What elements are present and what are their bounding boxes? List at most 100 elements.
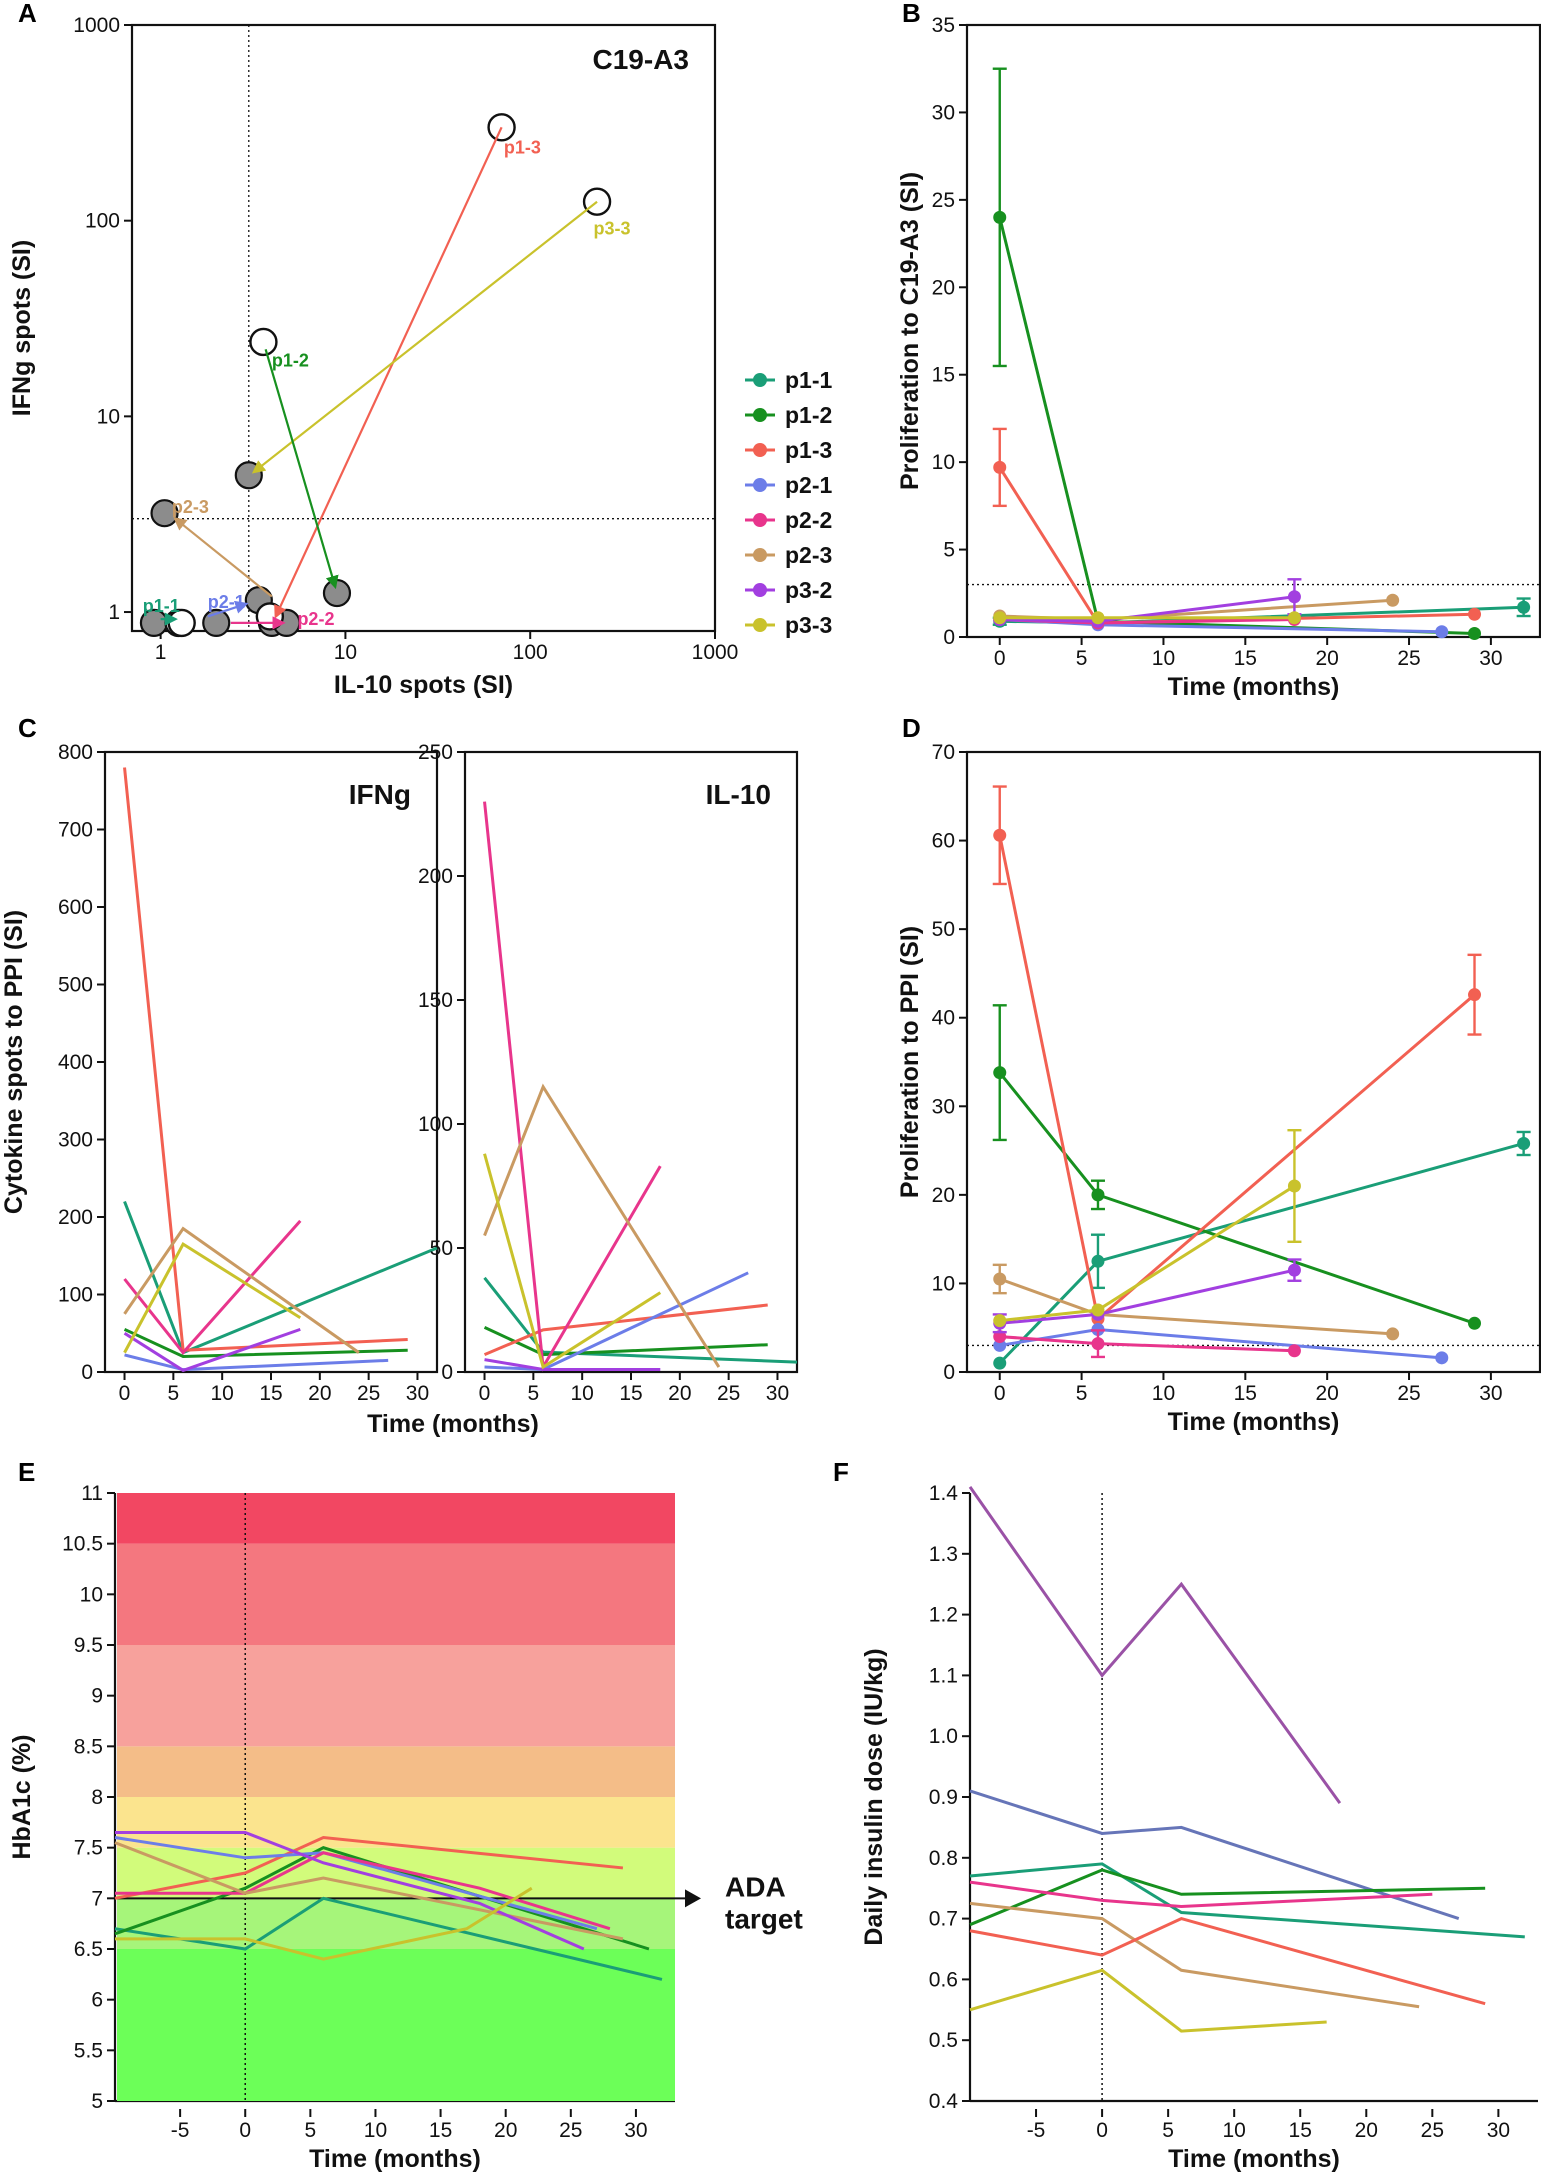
x-tick-label: 30 — [624, 2119, 647, 2142]
series-line-p3-2 — [484, 1358, 661, 1372]
y-tick-label: 0 — [81, 1361, 93, 1384]
y-tick-label: 25 — [932, 189, 955, 212]
panel-label: A — [18, 0, 37, 28]
data-point-p2-3 — [1386, 1327, 1400, 1341]
y-tick-label: 7 — [91, 1887, 103, 1910]
y-tick-label: 20 — [932, 1184, 955, 1207]
y-tick-label: 11 — [81, 1482, 103, 1505]
data-point-p1-3 — [1468, 607, 1482, 621]
data-point-p3-3 — [993, 611, 1007, 625]
y-tick-label: 300 — [58, 1129, 93, 1152]
x-tick-label: 25 — [1421, 2119, 1444, 2142]
x-tick-label: -5 — [171, 2119, 190, 2142]
x-tick-label: -5 — [1027, 2119, 1046, 2142]
data-point-p3-2 — [1287, 590, 1301, 604]
y-tick-label: 50 — [932, 918, 955, 941]
y-tick-label: 20 — [932, 276, 955, 299]
y-tick-label: 250 — [418, 741, 453, 764]
x-tick-label: 0 — [994, 647, 1006, 670]
hba1c-zone — [117, 1949, 675, 2101]
legend-marker — [753, 513, 767, 527]
x-tick-label: 0 — [479, 1382, 491, 1405]
x-tick-label: 15 — [1234, 647, 1257, 670]
data-point-p1-3 — [993, 828, 1007, 842]
arrow-label-p2-2: p2-2 — [297, 609, 334, 629]
x-axis-label: Time (months) — [367, 1410, 539, 1438]
y-tick-label: 100 — [58, 1284, 93, 1307]
y-tick-label: 1.2 — [929, 1604, 958, 1627]
legend-marker — [753, 443, 767, 457]
y-tick-label: 7.5 — [74, 1837, 103, 1860]
plot-frame — [965, 750, 1541, 1374]
series-line-p1-2 — [123, 1328, 408, 1359]
series-line-p1-2 — [998, 216, 1475, 636]
x-tick-label: 0 — [239, 2119, 251, 2142]
chart-title: IL-10 — [706, 779, 771, 810]
data-point-p2-1 — [1435, 1351, 1449, 1365]
y-tick-label: 35 — [932, 14, 955, 37]
y-tick-label: 10 — [932, 1272, 955, 1295]
legend-label: p2-1 — [785, 472, 833, 498]
legend: p1-1 p1-2 p1-3 p2-1 p2-2 p2-3 p3-2 p3-3 — [745, 367, 833, 638]
panel-c-il10: 0 5 10 15 20 25 30 0 50 100 150 200 250 IL-10 — [418, 741, 799, 1405]
y-tick-label: 1.3 — [929, 1543, 958, 1566]
x-tick-label: 25 — [1397, 647, 1420, 670]
y-tick-label: 800 — [58, 741, 93, 764]
data-point-p1-1 — [1517, 600, 1531, 614]
x-tick-label: 0 — [1096, 2119, 1108, 2142]
legend-label: p1-1 — [785, 367, 833, 393]
series-line-p2-3 — [999, 1277, 1393, 1336]
data-point-p1-3 — [993, 460, 1007, 474]
y-tick-label: 200 — [58, 1206, 93, 1229]
y-tick-label: 200 — [418, 865, 453, 888]
data-point-p3-3 — [1287, 1179, 1301, 1193]
series-line-p1-3 — [483, 1303, 768, 1357]
y-tick-label: 9.5 — [74, 1634, 103, 1657]
series-line-p3-2 — [123, 1327, 301, 1373]
y-tick-label: 400 — [58, 1051, 93, 1074]
series-line-s8 — [969, 1968, 1327, 2033]
y-tick-label: 150 — [418, 989, 453, 1012]
panel-label: F — [833, 1457, 849, 1487]
y-tick-label: 30 — [932, 101, 955, 124]
y-tick-label: 60 — [932, 830, 955, 853]
data-point-p1-1 — [1091, 1254, 1105, 1268]
y-axis-label: Proliferation to C19-A3 (SI) — [896, 172, 924, 490]
x-axis-label: Time (months) — [1168, 1408, 1340, 1436]
panel-a: A 1 10 100 1000 1 10 100 1000 IFNg spots (SI) IL-1… — [8, 0, 738, 699]
y-tick-label: 50 — [430, 1237, 453, 1260]
y-axis-label: Proliferation to PPI (SI) — [896, 926, 924, 1198]
x-tick-label: 20 — [494, 2119, 517, 2142]
y-tick-label: 500 — [58, 974, 93, 997]
target-arrowhead — [685, 1889, 701, 1908]
series-line-p1-3 — [123, 767, 408, 1352]
y-axis-label: Cytokine spots to PPI (SI) — [0, 910, 28, 1214]
y-tick-label: 8.5 — [74, 1735, 103, 1758]
data-point-p2-2 — [1091, 1337, 1105, 1351]
y-tick-label: 6 — [91, 1989, 103, 2012]
arrow-p2-1 — [207, 600, 249, 618]
series-line-s7 — [969, 1917, 1486, 2006]
legend-marker — [753, 478, 767, 492]
data-point-p3-3 — [1091, 1303, 1105, 1317]
x-tick-label: 25 — [357, 1382, 380, 1405]
data-point-p3-2 — [1287, 1263, 1301, 1277]
legend-label: p3-2 — [785, 577, 832, 603]
data-point-p1-2 — [1091, 1188, 1105, 1202]
x-tick-label: 1 — [155, 641, 167, 664]
hba1c-zone — [117, 1645, 675, 1747]
series-line-p3-3 — [123, 1242, 302, 1354]
x-tick-label: 30 — [1487, 2119, 1510, 2142]
filled-point — [322, 578, 352, 608]
y-tick-label: 10.5 — [62, 1533, 103, 1556]
y-tick-label: 0.7 — [929, 1908, 958, 1931]
legend-marker — [753, 408, 767, 422]
x-axis-label: Time (months) — [1168, 2145, 1340, 2173]
x-tick-label: 0 — [119, 1382, 131, 1405]
x-tick-label: 20 — [668, 1382, 691, 1405]
arrow-label-p1-3: p1-3 — [504, 138, 541, 158]
plot-frame — [463, 750, 799, 1374]
x-tick-label: 5 — [1076, 647, 1088, 670]
